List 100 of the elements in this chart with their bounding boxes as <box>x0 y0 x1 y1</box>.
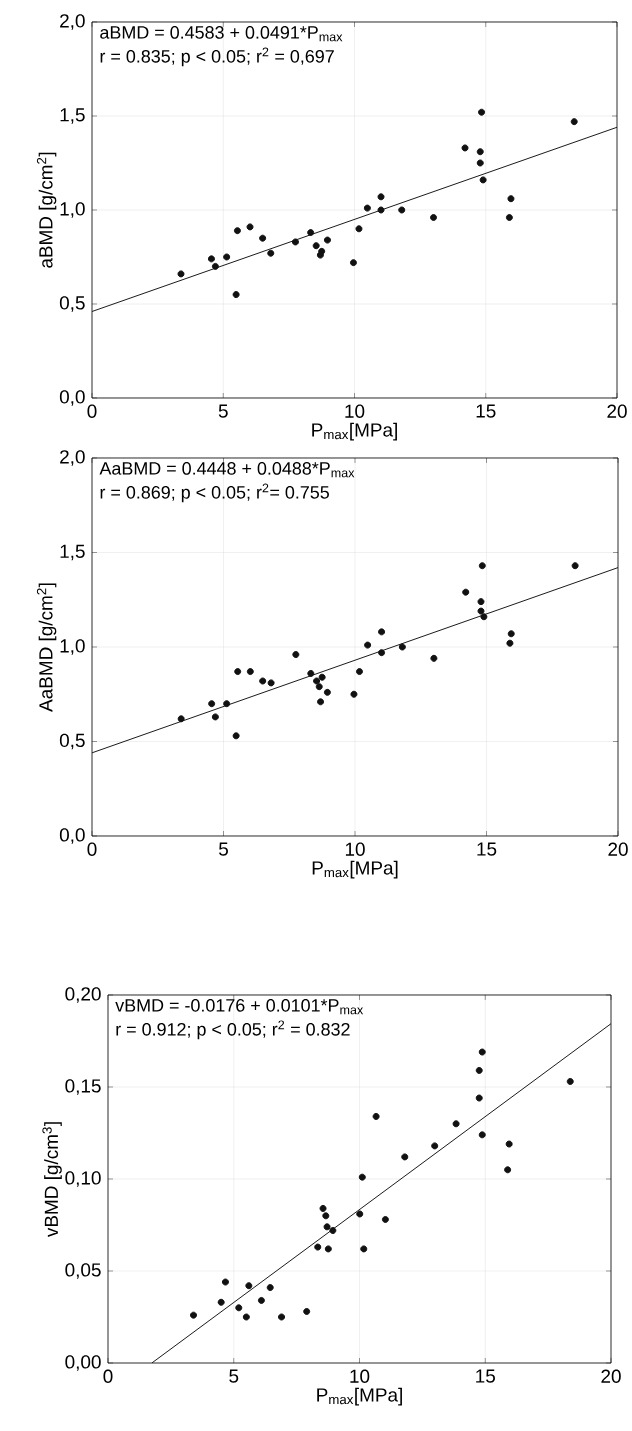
point <box>234 668 242 676</box>
x-tick-label: 10 <box>345 842 365 856</box>
y-tick-label: 0,5 <box>59 296 85 312</box>
point <box>314 1243 322 1251</box>
x-axis-title: P$_{max}$[MPa] <box>317 1387 402 1406</box>
point <box>478 1048 486 1056</box>
point <box>317 698 325 706</box>
point <box>372 1112 380 1120</box>
point <box>349 259 357 267</box>
x-tick-label: 5 <box>229 1369 239 1383</box>
point <box>223 253 231 261</box>
x-tick-label: 0 <box>87 842 97 856</box>
point <box>316 251 324 259</box>
annotation: vBMD = -0.0176 + 0.0101*P$_{max}$ <box>115 999 364 1015</box>
point <box>233 227 241 235</box>
point <box>208 700 216 708</box>
point <box>223 700 231 708</box>
point <box>324 1245 332 1253</box>
point <box>507 630 515 638</box>
y-tick-label: 0,0 <box>59 390 85 406</box>
point <box>430 214 438 221</box>
x-tick-label: 20 <box>608 842 628 856</box>
annotation: aBMD = 0.4583 + 0.0491*P$_{max}$ <box>100 26 343 42</box>
x-tick-label: 20 <box>601 1369 621 1383</box>
point <box>430 654 438 662</box>
point <box>475 1094 483 1102</box>
y-tick-label: 2,0 <box>60 450 85 466</box>
point <box>350 690 358 698</box>
point <box>477 598 485 606</box>
point <box>307 229 315 237</box>
y-tick-label: 1,5 <box>60 544 85 561</box>
x-tick-label: 10 <box>345 404 365 418</box>
x-tick-label: 15 <box>476 404 496 418</box>
point <box>505 214 513 221</box>
point <box>461 144 469 152</box>
point <box>381 1215 389 1223</box>
y-tick-label: 0,0 <box>59 828 85 844</box>
point <box>207 255 215 263</box>
point <box>377 206 385 214</box>
point <box>378 628 386 636</box>
point <box>478 1131 486 1139</box>
point <box>355 668 363 676</box>
point <box>570 118 578 126</box>
y-tick-label: 0,15 <box>65 1079 101 1095</box>
annotation: r = 0.835; p < 0.05; r$^{2}$ = 0,697 <box>100 47 334 67</box>
x-tick-label: 15 <box>477 842 497 856</box>
point <box>267 249 275 257</box>
y-tick-label: 1,0 <box>60 202 85 218</box>
point <box>476 148 484 156</box>
point <box>177 715 185 723</box>
point <box>246 223 254 231</box>
point <box>398 206 406 214</box>
point <box>278 1313 286 1321</box>
y-tick-label: 2,0 <box>60 14 85 30</box>
x-tick-label: 0 <box>87 404 97 418</box>
point <box>292 651 300 659</box>
point <box>377 193 385 201</box>
point <box>355 225 363 233</box>
point <box>364 641 372 649</box>
point <box>221 1278 229 1286</box>
point <box>478 562 486 570</box>
point <box>479 176 487 184</box>
x-tick-label: 10 <box>350 1369 370 1383</box>
y-axis-title: vBMD [g/cm$^{3}$] <box>42 1122 62 1238</box>
point <box>507 195 515 203</box>
point <box>476 159 484 167</box>
annotation: AaBMD = 0.4448 + 0.0488*P$_{max}$ <box>99 462 355 478</box>
point <box>363 204 371 212</box>
point <box>235 1304 243 1312</box>
point <box>323 236 331 244</box>
point <box>398 643 406 651</box>
x-tick-label: 20 <box>607 404 627 418</box>
point <box>232 732 240 740</box>
point <box>257 1296 265 1304</box>
point <box>259 234 267 242</box>
point <box>329 1227 337 1235</box>
point <box>303 1307 311 1315</box>
point <box>506 639 514 647</box>
y-tick-label: 1,0 <box>60 639 85 655</box>
y-tick-label: 0,05 <box>65 1263 101 1279</box>
point <box>475 1066 483 1074</box>
x-tick-label: 5 <box>218 842 228 856</box>
point <box>571 562 579 570</box>
x-tick-label: 5 <box>218 404 228 418</box>
point <box>401 1153 409 1161</box>
point <box>259 677 267 685</box>
point <box>505 1140 513 1148</box>
point <box>504 1166 512 1174</box>
point <box>312 242 320 250</box>
point <box>307 669 315 677</box>
point <box>217 1298 225 1306</box>
x-axis-title: P$_{max}$[MPa] <box>312 860 398 879</box>
point <box>315 683 323 691</box>
point <box>358 1173 366 1181</box>
point <box>211 262 219 270</box>
point <box>322 1212 330 1220</box>
y-tick-label: 0,10 <box>65 1171 101 1187</box>
point <box>378 649 386 657</box>
point <box>360 1245 368 1253</box>
annotation: r = 0.912; p < 0.05; r$^{2}$ = 0.832 <box>116 1020 350 1040</box>
